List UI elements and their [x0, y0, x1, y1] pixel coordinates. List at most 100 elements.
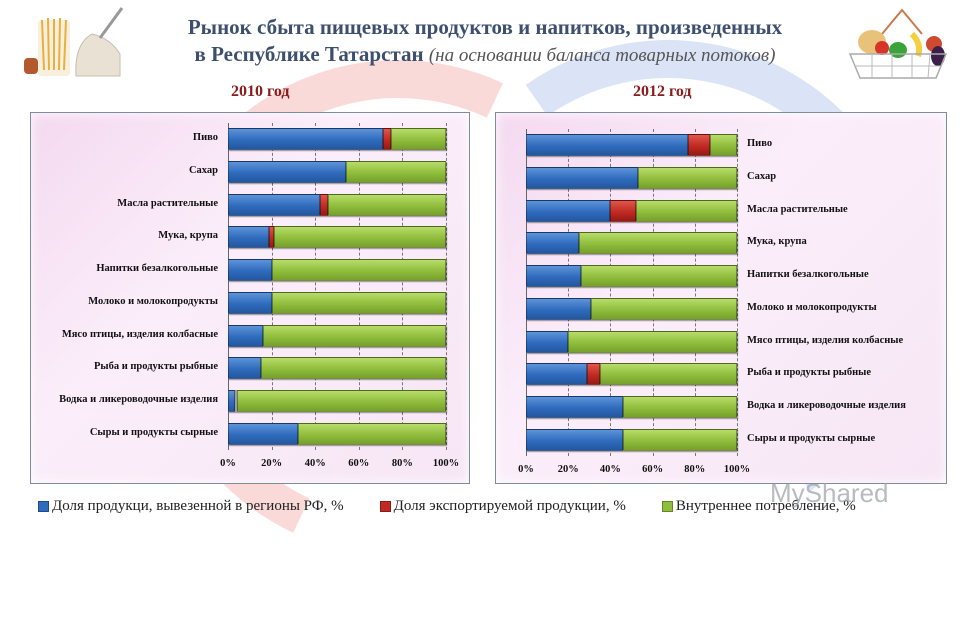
chart-2012-plot-area: 0% 20% 40% 60% 80% 100% Пиво Сахар Масла растите…: [518, 129, 906, 475]
grocery-basket-image: [842, 4, 954, 88]
stacked-bar: [526, 363, 737, 386]
bar-segment-green: [578, 232, 737, 255]
y-axis-line: [228, 123, 229, 450]
bar-segment-green: [591, 297, 737, 320]
x-tick-label: 80%: [391, 458, 413, 469]
bar-segment-red: [688, 134, 710, 157]
chart-2010-plot-area: 0% 20% 40% 60% 80% 100% Пиво Сахар Масла растите…: [59, 123, 459, 469]
stacked-bar: [526, 428, 737, 451]
bar-segment-red: [610, 199, 636, 222]
category-label: Пиво: [747, 138, 773, 150]
bar-segment-green: [260, 357, 446, 380]
bar-segment-red: [234, 389, 237, 412]
x-tick-label: 0%: [518, 464, 534, 475]
bar-segment-green: [623, 395, 737, 418]
page-title: Рынок сбыта пищевых продуктов и напитков…: [120, 14, 850, 69]
category-label: Молоко и молокопродукты: [88, 295, 218, 307]
bar-segment-blue: [526, 134, 689, 157]
stacked-bar: [526, 395, 737, 418]
category-label: Сахар: [747, 171, 777, 183]
bar-segment-blue: [526, 199, 611, 222]
bar-segment-blue: [228, 357, 261, 380]
x-tick-label: 0%: [220, 458, 236, 469]
bar-segment-green: [637, 167, 737, 190]
gridline: [446, 123, 447, 450]
bar-segment-blue: [228, 161, 346, 184]
bar-segment-blue: [228, 422, 298, 445]
stacked-bar: [228, 291, 446, 314]
x-tick-label: 100%: [432, 458, 460, 469]
legend-swatch-green: [661, 501, 673, 512]
y-axis-line: [526, 129, 527, 456]
stacked-bar: [228, 422, 446, 445]
gridline: [402, 123, 404, 450]
category-label: Масла растительные: [747, 203, 848, 215]
category-label: Мясо птицы, изделия колбасные: [747, 334, 904, 346]
title-line-2: в Республике Татарстан (на основании бал…: [120, 41, 850, 69]
bar-segment-blue: [228, 128, 383, 151]
bar-segment-green: [599, 363, 737, 386]
gridline: [358, 123, 360, 450]
legend-swatch-red: [379, 501, 391, 512]
stacked-bar: [526, 232, 737, 255]
bar-segment-red: [382, 128, 392, 151]
category-label: Молоко и молокопродукты: [747, 301, 877, 313]
stacked-bar: [526, 265, 737, 288]
bar-segment-green: [328, 193, 446, 216]
stacked-bar: [526, 134, 737, 157]
bar-segment-blue: [228, 226, 270, 249]
stacked-bar: [228, 259, 446, 282]
category-label: Мука, крупа: [158, 230, 218, 242]
watermark-text: MyShared: [770, 478, 889, 508]
gridline: [737, 129, 738, 456]
stacked-bar: [228, 161, 446, 184]
x-tick-label: 80%: [684, 464, 706, 475]
bar-segment-blue: [526, 297, 592, 320]
stacked-bar: [526, 297, 737, 320]
stacked-bar: [228, 357, 446, 380]
bar-segment-green: [391, 128, 446, 151]
bar-segment-blue: [526, 167, 638, 190]
x-tick-label: 40%: [599, 464, 621, 475]
bar-segment-blue: [526, 265, 581, 288]
bar-segment-red: [319, 193, 329, 216]
title-line-2-bold: в Республике Татарстан: [194, 42, 424, 66]
gridline: [694, 129, 696, 456]
category-label: Напитки безалкогольные: [96, 263, 218, 275]
x-tick-label: 40%: [304, 458, 326, 469]
bar-segment-green: [345, 161, 446, 184]
bar-segment-blue: [228, 259, 272, 282]
stacked-bar: [228, 226, 446, 249]
legend-item-regions: Доля продукци, вывезенной в регионы РФ, …: [38, 498, 344, 515]
bar-segment-green: [635, 199, 737, 222]
gridline: [315, 123, 317, 450]
category-label: Пиво: [192, 132, 218, 144]
category-label: Сыры и продукты сырные: [89, 426, 218, 438]
bar-segment-blue: [228, 193, 320, 216]
gridline: [610, 129, 612, 456]
chart-legend: Доля продукци, вывезенной в регионы РФ, …: [38, 498, 950, 515]
title-line-1: Рынок сбыта пищевых продуктов и напитков…: [187, 15, 783, 39]
chart-2010-panel: 0% 20% 40% 60% 80% 100% Пиво Сахар Масла растите…: [30, 112, 470, 484]
x-tick-label: 20%: [557, 464, 579, 475]
chart-2012-panel: 0% 20% 40% 60% 80% 100% Пиво Сахар Масла растите…: [495, 112, 947, 484]
legend-swatch-blue: [38, 501, 49, 512]
bar-segment-green: [297, 422, 446, 445]
bar-segment-red: [269, 226, 274, 249]
legend-item-export: Доля экспортируемой продукции, %: [379, 498, 626, 515]
bar-segment-green: [262, 324, 446, 347]
x-tick-label: 20%: [261, 458, 283, 469]
category-label: Водка и ликероводочные изделия: [747, 399, 906, 411]
bar-segment-blue: [228, 389, 235, 412]
chart-2010-title: 2010 год: [231, 83, 290, 100]
bar-segment-green: [236, 389, 446, 412]
pasta-flour-image: [8, 4, 126, 80]
stacked-bar: [526, 199, 737, 222]
bar-segment-blue: [526, 330, 569, 353]
bar-segment-blue: [526, 428, 624, 451]
category-label: Рыба и продукты рыбные: [93, 361, 218, 373]
category-label: Мука, крупа: [747, 236, 807, 248]
title-subtitle: (на основании баланса товарных потоков): [428, 45, 776, 66]
bar-segment-blue: [526, 395, 624, 418]
bar-segment-green: [568, 330, 737, 353]
